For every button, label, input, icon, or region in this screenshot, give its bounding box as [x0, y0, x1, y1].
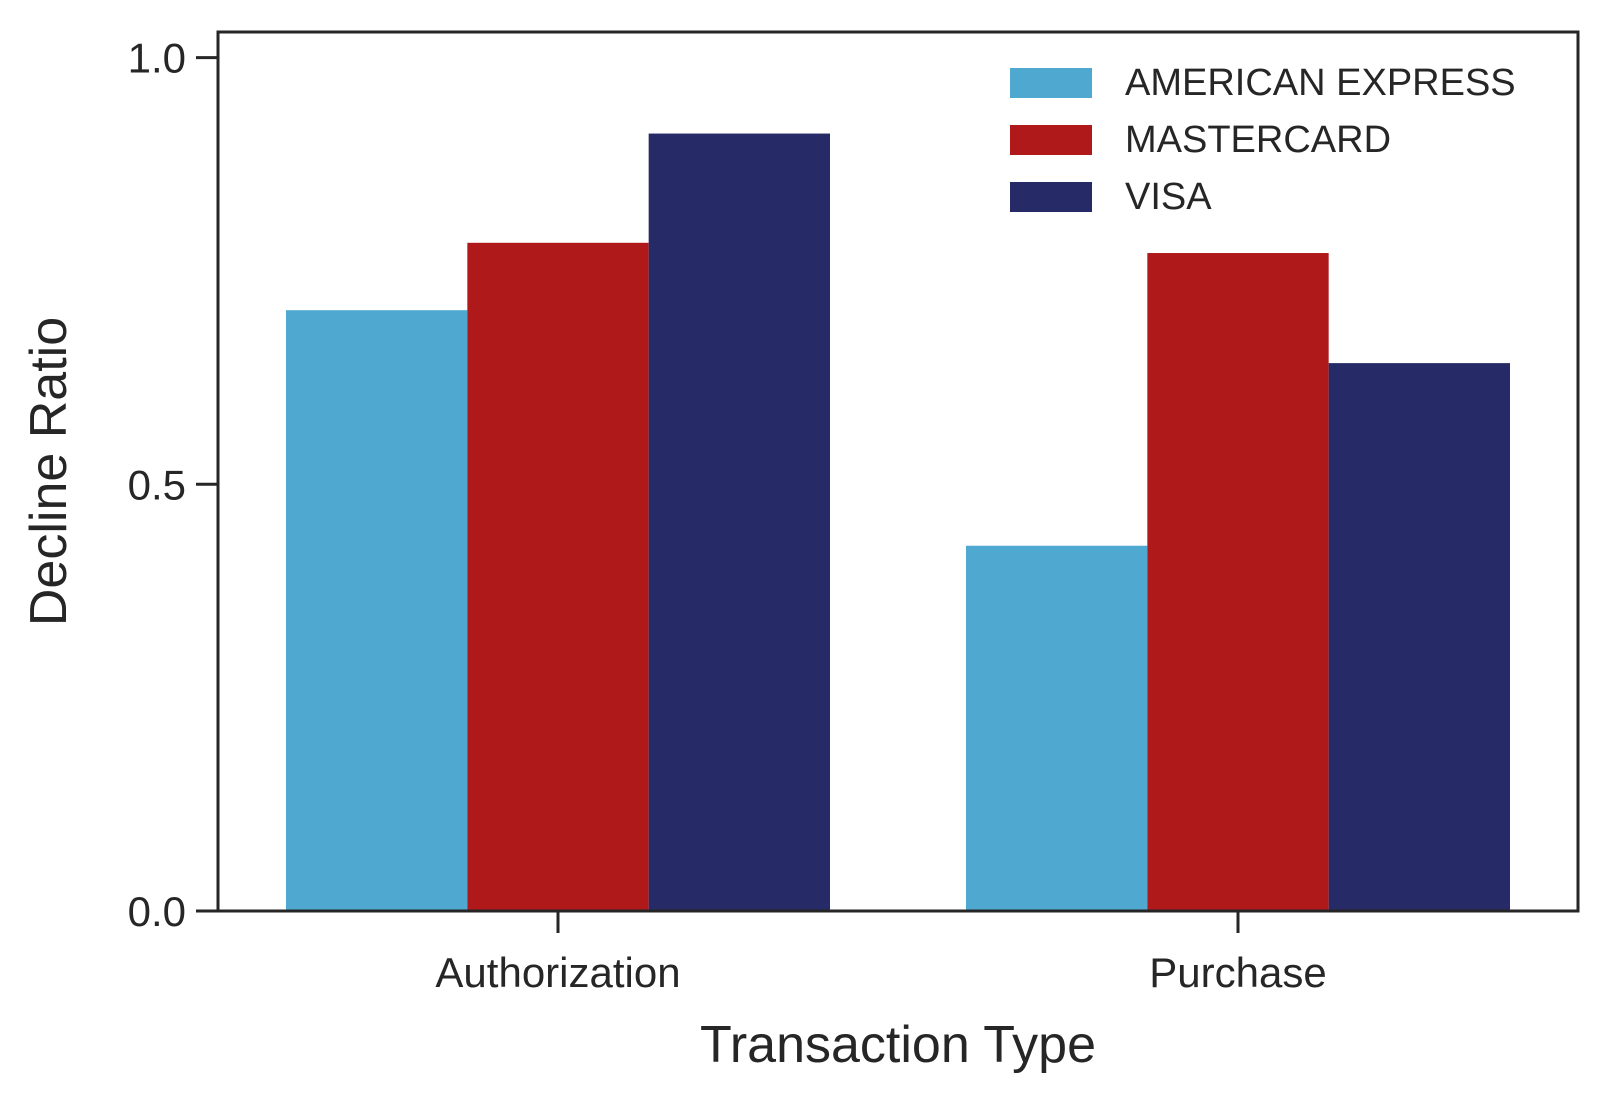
bar-american-express-purchase: [966, 545, 1148, 911]
legend-label: MASTERCARD: [1125, 119, 1391, 161]
bar-visa-purchase: [1328, 363, 1510, 912]
x-tick-label: Authorization: [435, 949, 680, 996]
y-tick-label: 1.0: [128, 35, 186, 82]
bar-american-express-authorization: [286, 310, 468, 911]
x-tick-label: Purchase: [1149, 949, 1326, 996]
y-axis-label: Decline Ratio: [20, 317, 78, 626]
bar-mastercard-authorization: [467, 242, 649, 912]
bars-group: [286, 133, 1510, 912]
legend: AMERICAN EXPRESS MASTERCARD VISA: [1010, 62, 1516, 218]
bar-mastercard-purchase: [1147, 253, 1329, 911]
legend-label: AMERICAN EXPRESS: [1125, 62, 1516, 104]
legend-swatch: [1010, 68, 1092, 98]
y-tick-label: 0.5: [128, 461, 186, 508]
bar-visa-authorization: [648, 133, 830, 911]
x-axis-label: Transaction Type: [700, 1016, 1096, 1074]
legend-swatch: [1010, 125, 1092, 155]
plot-frame: [216, 30, 1580, 913]
y-tick-label: 0.0: [128, 888, 186, 935]
y-axis: 0.0 0.5 1.0: [128, 35, 218, 935]
legend-swatch: [1010, 182, 1092, 212]
legend-label: VISA: [1125, 176, 1212, 218]
x-axis: Authorization Purchase: [435, 911, 1327, 996]
